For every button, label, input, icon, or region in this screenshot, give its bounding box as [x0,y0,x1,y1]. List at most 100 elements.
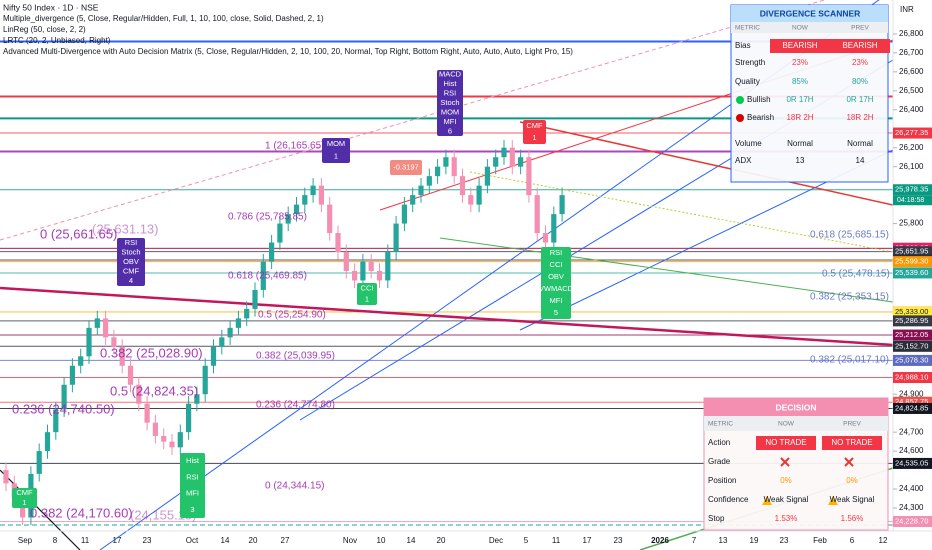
candle-body [78,356,84,366]
bull-dot [736,96,744,104]
candle-body [277,223,283,243]
signal-text: Hist [444,79,458,88]
y-tick-label: 26,700 [899,48,924,57]
x-tick-label: Oct [186,536,199,545]
price-tag-label: 24,824.85 [895,403,928,412]
table-cell: 23% [792,58,808,67]
y-tick-label: 24,600 [899,446,924,455]
price-tag-label: 26,277.35 [895,128,928,137]
price-tag [893,372,932,384]
candle-body [252,289,258,309]
cell-bg [822,436,882,450]
price-tag [893,354,932,366]
fib-label: 0.382 (25,028.90) [100,345,203,360]
candle-body [119,346,125,366]
candle-body [385,252,391,281]
signal-text: RSI [550,248,563,257]
candle-body [318,185,324,205]
price-tag-label: 25,078.30 [895,355,928,364]
candle-body [36,451,42,474]
x-tick-label: Sep [18,536,33,545]
x-tick-label: Nov [343,536,357,545]
symbol: Nifty 50 Index · 1D · NSE [3,2,99,12]
candle-body [459,176,466,196]
signal-text: CCI [550,260,563,269]
signal-text: MACD [439,70,462,79]
table-header: NOW [792,25,809,32]
decision-table: DECISION METRIC NOW PREV Action NO TRADE NO T… [703,397,889,531]
table-cell: 0R 17H [846,95,873,104]
table-cell: NO TRADE [765,438,806,447]
candle-body [343,252,349,271]
candle-body [551,214,557,243]
bear-dot [736,114,744,122]
signal-text: 1 [532,133,536,142]
candle-body [161,435,167,442]
signal-text: MFI [186,489,199,498]
table-cell: Grade [708,457,731,466]
candle-body [327,204,333,234]
price-tag [893,329,932,341]
candle-body [177,432,183,448]
fib-label: 0.382 (24,170.60) [30,505,133,520]
candle-body [468,195,474,205]
warning-icon [762,496,838,505]
price-tag-label: 24,857.75 [895,397,928,406]
fib-label: 0.618 (25,469.85) [228,271,307,282]
table-cell: 23% [852,58,868,67]
price-tag-label: 24,228.70 [895,517,928,526]
cell-bg [770,39,830,53]
y-tick-label: 24,300 [899,503,924,512]
candle-body [127,365,134,385]
candle-body [293,204,300,215]
signal-text: RSI [125,238,138,247]
candle-body [335,233,341,253]
candle-body [152,422,158,436]
signal-text: MOM [327,139,345,148]
table-cell: Bullish [747,95,771,104]
y-tick-label: 26,400 [899,105,924,114]
candle-body [235,318,241,328]
y-tick-label: 26,800 [899,29,924,38]
signal-text: MFI [444,117,457,126]
candle-body [509,147,515,167]
candle-body [285,214,291,224]
candle-body [401,204,407,224]
signal-text: 6 [448,126,452,135]
signal-text: Stoch [121,247,140,256]
countdown-tag [893,195,932,206]
price-tag-label: 25,599.30 [895,257,928,266]
x-tick-label: 7 [692,536,697,545]
candle-body [86,327,92,357]
price-tag [893,402,932,414]
table-cell: 0% [780,476,792,485]
candle-body [484,166,490,186]
price-tag [893,340,932,352]
table-cell: 85% [792,77,808,86]
candle-body [227,327,233,338]
table-cell: Quality [735,77,760,86]
table-cell: Bearish [747,113,774,122]
candle-body [111,337,117,347]
fib-label: 0.786 (25,785.85) [228,212,307,223]
x-tick-label: 11 [552,536,561,545]
x-tick-label: 5 [524,536,529,545]
x-tick-label: 8 [53,536,58,545]
x-tick-label: 13 [719,536,728,545]
price-tag-label: 25,286.95 [895,316,928,325]
table-cell: Stop [708,514,725,523]
table-cell: 0% [846,476,858,485]
x-tick-label: 23 [143,536,152,545]
signal-text: 3 [190,505,194,514]
signal-text: MFI [550,296,563,305]
price-tag [893,457,932,469]
candle-body [518,157,524,167]
candle-body [194,394,200,404]
candle-body [393,223,399,253]
price-tag-label: 25,978.35 [895,185,928,194]
y-tick-label: 26,500 [899,86,924,95]
candle-body [61,384,67,410]
candle-body [144,403,150,423]
